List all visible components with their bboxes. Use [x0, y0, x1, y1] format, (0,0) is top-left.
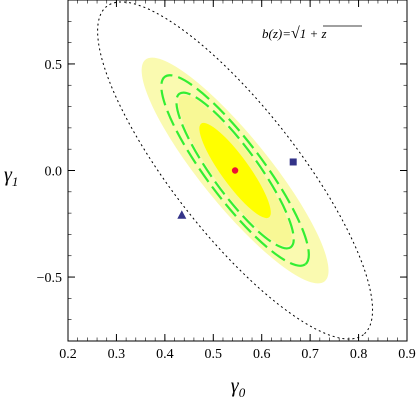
x-tick-label: 0.2 — [59, 347, 77, 362]
x-tick-label: 0.3 — [108, 347, 126, 362]
annotation: b(z)=√1 + z — [262, 25, 362, 42]
marker-circle — [231, 167, 239, 174]
svg-text:b(z)=√1 + z: b(z)=√1 + z — [262, 25, 327, 42]
confidence-region-5 — [97, 1, 374, 340]
x-tick-label: 0.4 — [156, 347, 174, 362]
confidence-regions — [97, 1, 374, 340]
y-ticks: −0.5 0.0 0.5 — [37, 0, 407, 342]
annotation-lhs: b(z)= — [262, 26, 291, 41]
marker-square — [289, 158, 297, 166]
x-axis-label-sub: 0 — [239, 385, 246, 400]
y-tick-label: 0.5 — [45, 58, 63, 73]
x-tick-label: 0.7 — [301, 347, 319, 362]
markers — [177, 158, 297, 219]
confidence-region-2 — [175, 91, 295, 250]
x-axis-label: γ0 — [231, 375, 246, 400]
x-ticks: 0.2 0.3 0.4 0.5 0.6 0.7 0.8 0.9 — [59, 0, 416, 362]
y-tick-label: −0.5 — [37, 271, 62, 286]
x-tick-label: 0.9 — [398, 347, 416, 362]
marker-triangle — [177, 210, 187, 219]
x-tick-label: 0.8 — [350, 347, 368, 362]
x-tick-label: 0.5 — [205, 347, 223, 362]
y-axis-label-sub: 1 — [12, 174, 19, 189]
annotation-radicand: 1 + z — [300, 26, 327, 41]
x-tick-label: 0.6 — [253, 347, 271, 362]
annotation-radical: √ — [291, 25, 300, 42]
y-tick-label: 0.0 — [45, 165, 63, 180]
y-axis-label: γ1 — [4, 164, 18, 189]
confidence-region-3 — [160, 74, 310, 267]
